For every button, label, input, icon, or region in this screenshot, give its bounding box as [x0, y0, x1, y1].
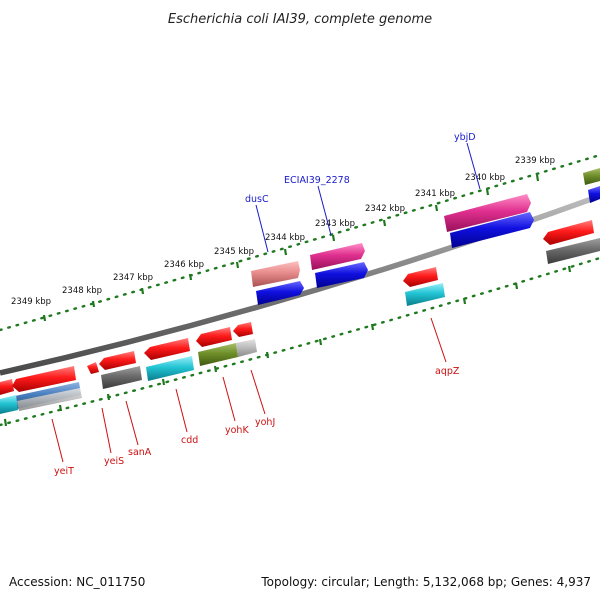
gene-feature [403, 267, 438, 287]
tick-label: 2344 kbp [265, 233, 305, 243]
accession-text: Accession: NC_011750 [9, 575, 145, 589]
gene-feature [583, 168, 600, 185]
gene-feature [198, 343, 238, 366]
gene-feature [146, 356, 194, 381]
gene-feature [12, 366, 76, 392]
tick-label: 2348 kbp [62, 286, 102, 296]
genome-summary-text: Topology: circular; Length: 5,132,068 bp… [260, 575, 591, 589]
tick-label: 2342 kbp [365, 204, 405, 214]
gene-label-yohK: yohK [225, 425, 249, 436]
plus-strand-features [0, 168, 600, 414]
tick-label: 2346 kbp [164, 260, 204, 270]
gene-feature [144, 338, 190, 360]
gene-feature [251, 261, 300, 287]
gene-label-ybjD: ybjD [454, 132, 476, 143]
gene-feature [87, 362, 99, 374]
gene-feature [588, 186, 600, 203]
tick-label: 2347 kbp [113, 273, 153, 283]
gene-feature [546, 238, 600, 264]
tick-label: 2341 kbp [415, 189, 455, 199]
tick-labels: 2339 kbp 2340 kbp 2341 kbp 2342 kbp 2343… [11, 156, 555, 307]
gene-label-yeiS: yeiS [104, 456, 124, 467]
gene-feature [99, 351, 136, 370]
gene-feature [17, 388, 82, 411]
gene-feature [101, 366, 142, 389]
tick-label: 2345 kbp [214, 247, 254, 257]
gene-label-aqpZ: aqpZ [435, 366, 460, 377]
map-title: Escherichia coli IAI39, complete genome [168, 12, 432, 27]
minus-gene-labels: aqpZ yohJ yohK cdd sanA yeiS yeiT [54, 366, 460, 477]
gene-feature [543, 220, 594, 245]
gene-label-ECIAI39_2278: ECIAI39_2278 [284, 175, 350, 186]
major-ticks [42, 174, 540, 322]
gene-label-sanA: sanA [128, 447, 152, 458]
gene-label-yohJ: yohJ [255, 417, 275, 428]
label-leaders [51, 142, 481, 463]
gene-feature [0, 379, 14, 395]
gene-feature [233, 322, 253, 337]
tick-label: 2339 kbp [515, 156, 555, 166]
gene-label-dusC: dusC [245, 194, 269, 205]
gene-label-cdd: cdd [181, 435, 198, 446]
gene-feature [450, 212, 534, 248]
tick-label: 2340 kbp [465, 173, 505, 183]
gene-feature [310, 243, 365, 270]
plus-gene-labels: ybjD ECIAI39_2278 dusC [245, 132, 476, 205]
gene-feature [444, 194, 531, 232]
gene-feature [0, 395, 18, 414]
outer-ruler [0, 153, 600, 332]
gene-feature [256, 281, 304, 305]
gene-feature [315, 262, 368, 288]
gene-label-yeiT: yeiT [54, 466, 74, 477]
minus-strand-features [0, 220, 594, 395]
tick-label: 2343 kbp [315, 219, 355, 229]
gene-feature [405, 283, 445, 306]
gene-feature [196, 327, 232, 347]
gene-feature [236, 339, 257, 357]
inner-ruler [0, 256, 600, 427]
tick-label: 2349 kbp [11, 297, 51, 307]
